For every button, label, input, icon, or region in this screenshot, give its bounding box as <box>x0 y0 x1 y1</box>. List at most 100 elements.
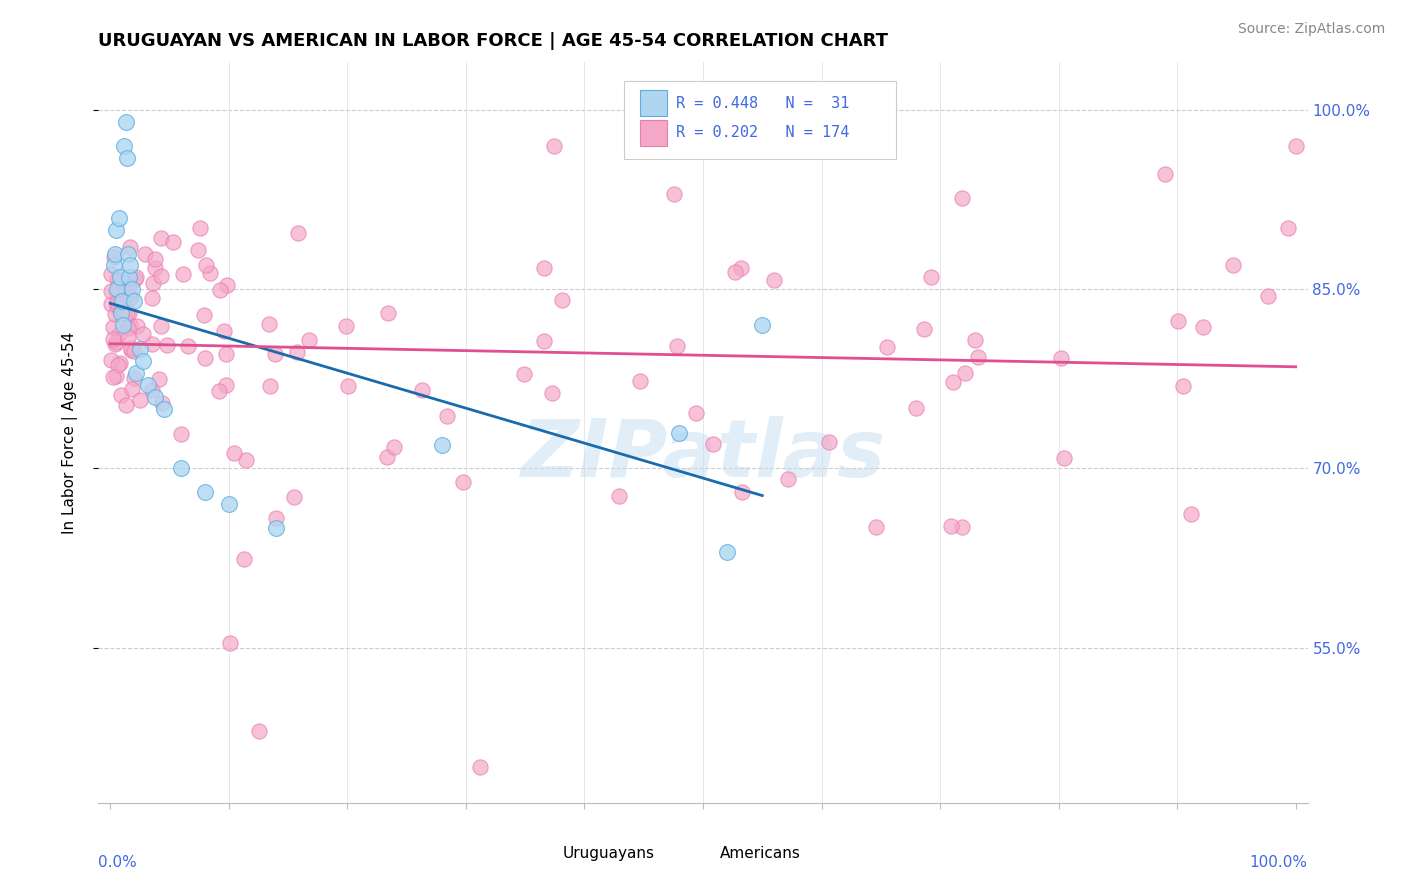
Point <box>131 327 153 342</box>
Point <box>912 322 935 336</box>
Point <box>120 259 142 273</box>
Point <box>118 270 141 285</box>
Point <box>110 274 132 288</box>
Text: 0.0%: 0.0% <box>98 855 138 870</box>
Point <box>942 376 965 390</box>
Point <box>186 243 208 257</box>
Point <box>120 342 142 356</box>
Point <box>194 485 217 500</box>
Point <box>121 382 143 396</box>
Text: Uruguayans: Uruguayans <box>562 846 655 861</box>
Point <box>551 293 574 308</box>
Point <box>865 520 887 534</box>
Point <box>257 318 280 332</box>
Text: 100.0%: 100.0% <box>1250 855 1308 870</box>
Point <box>1257 289 1279 303</box>
Point <box>111 294 134 309</box>
Point <box>120 318 142 332</box>
Point <box>193 308 215 322</box>
Point <box>219 636 242 650</box>
Point <box>132 354 155 368</box>
Point <box>125 318 148 333</box>
Point <box>259 379 281 393</box>
Point <box>375 450 398 465</box>
Point <box>377 306 399 320</box>
Point <box>105 369 128 384</box>
Point <box>103 250 125 264</box>
Point <box>145 252 167 266</box>
Point <box>731 484 754 499</box>
Point <box>264 346 287 360</box>
Point <box>436 409 458 423</box>
Bar <box>534 842 555 864</box>
Point <box>198 266 221 280</box>
Point <box>685 406 707 420</box>
Point <box>124 272 146 286</box>
Point <box>120 343 142 358</box>
Point <box>105 294 128 309</box>
Point <box>125 269 148 284</box>
Point <box>218 497 240 511</box>
Point <box>121 282 143 296</box>
Point <box>104 336 127 351</box>
FancyBboxPatch shape <box>624 81 897 159</box>
Point <box>129 342 152 356</box>
Point <box>149 319 172 334</box>
Point <box>162 235 184 250</box>
Point <box>876 340 898 354</box>
Point <box>215 278 238 293</box>
Point <box>117 306 139 320</box>
Point <box>115 306 138 320</box>
Point <box>129 392 152 407</box>
Point <box>264 511 287 525</box>
Point <box>125 366 148 380</box>
Point <box>533 261 555 276</box>
Text: URUGUAYAN VS AMERICAN IN LABOR FORCE | AGE 45-54 CORRELATION CHART: URUGUAYAN VS AMERICAN IN LABOR FORCE | A… <box>98 32 889 50</box>
Point <box>1191 320 1213 334</box>
Point <box>105 222 128 236</box>
Point <box>665 339 688 353</box>
Point <box>208 384 231 398</box>
Point <box>152 401 174 416</box>
Point <box>141 383 163 397</box>
Point <box>104 285 127 299</box>
Point <box>215 378 238 392</box>
Point <box>145 261 167 276</box>
Point <box>148 372 170 386</box>
Point <box>170 461 193 475</box>
Point <box>751 318 773 333</box>
Point <box>411 383 433 397</box>
Point <box>150 231 173 245</box>
Point <box>115 151 138 165</box>
Point <box>122 294 145 309</box>
Point <box>103 259 125 273</box>
Point <box>950 520 973 534</box>
Point <box>468 760 491 774</box>
Point <box>950 191 973 205</box>
Y-axis label: In Labor Force | Age 45-54: In Labor Force | Age 45-54 <box>62 332 77 533</box>
Point <box>716 545 738 559</box>
Point <box>118 277 141 292</box>
Text: R = 0.448   N =  31: R = 0.448 N = 31 <box>676 95 849 111</box>
Point <box>287 227 309 241</box>
Point <box>136 377 159 392</box>
Point <box>337 379 360 393</box>
Text: Source: ZipAtlas.com: Source: ZipAtlas.com <box>1237 22 1385 37</box>
Point <box>141 291 163 305</box>
Point <box>208 283 231 297</box>
Text: R = 0.202   N = 174: R = 0.202 N = 174 <box>676 125 849 140</box>
Point <box>817 434 839 449</box>
Bar <box>640 120 666 145</box>
Point <box>114 306 136 320</box>
Text: ZIPatlas: ZIPatlas <box>520 416 886 494</box>
Point <box>543 139 565 153</box>
Point <box>100 353 122 368</box>
Point <box>194 351 217 366</box>
Point <box>905 401 928 415</box>
Point <box>264 521 287 535</box>
Point <box>101 370 124 384</box>
Point <box>1049 351 1071 365</box>
Point <box>107 211 129 225</box>
Point <box>117 329 139 343</box>
Point <box>117 320 139 334</box>
